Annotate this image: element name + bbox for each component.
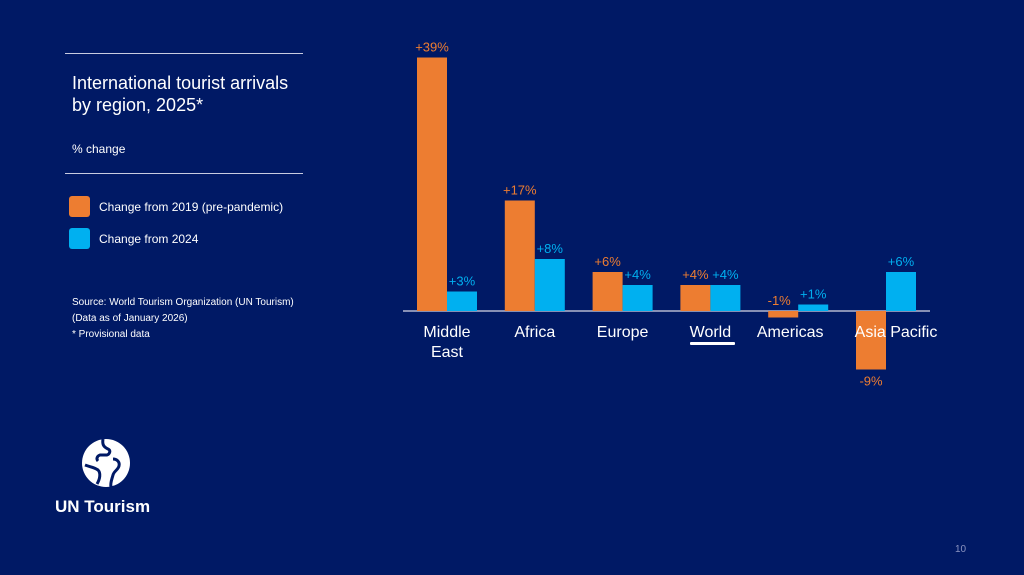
legend-label-2019: Change from 2019 (pre-pandemic) (99, 199, 284, 214)
data-label-europe-series-1: +6% (594, 254, 621, 269)
bar-asia-pacific-series-1 (856, 311, 886, 370)
data-label-asia-pacific-series-2: +6% (888, 254, 915, 269)
category-label-middle-east-line-1: Middle (423, 324, 470, 341)
bar-middle-east-series-2 (447, 291, 477, 311)
data-label-middle-east-series-2: +3% (449, 274, 476, 289)
bar-americas-series-1 (768, 311, 799, 318)
bar-europe-series-1 (592, 272, 623, 311)
chart-title: International tourist arrivals by region… (72, 72, 332, 116)
title-line-1: International tourist arrivals (72, 73, 289, 93)
title-line-2: by region, 2025* (72, 95, 204, 115)
category-label-europe: Europe (597, 324, 649, 341)
data-label-africa-series-2: +8% (537, 241, 564, 256)
data-label-americas-series-2: +1% (800, 287, 827, 302)
chart-subtitle: % change (72, 142, 126, 156)
category-label-world: World (690, 324, 732, 341)
category-label-africa: Africa (514, 324, 555, 341)
data-label-africa-series-1: +17% (503, 183, 537, 198)
legend-item-2019: Change from 2019 (pre-pandemic) (69, 196, 283, 217)
data-label-americas-series-1: -1% (768, 293, 792, 308)
data-label-world-series-1: +4% (682, 267, 709, 282)
source-line-1: Source: World Tourism Organization (UN T… (72, 297, 294, 308)
category-label-americas: Americas (757, 324, 824, 341)
data-label-europe-series-2: +4% (624, 267, 651, 282)
category-label-middle-east-line-2: East (431, 344, 464, 361)
legend-label-2024: Change from 2024 (99, 231, 199, 246)
bar-middle-east-series-1 (417, 57, 447, 311)
data-label-world-series-2: +4% (712, 267, 739, 282)
bar-africa-series-2 (534, 259, 565, 311)
data-label-middle-east-series-1: +39% (415, 40, 449, 55)
provisional-note: * Provisional data (72, 329, 150, 340)
legend-item-2024: Change from 2024 (69, 228, 198, 249)
source-note: Source: World Tourism Organization (UN T… (72, 295, 294, 343)
data-label-asia-pacific-series-1: -9% (859, 374, 883, 389)
brand-name: UN Tourism (55, 497, 151, 516)
source-line-2: (Data as of January 2026) (72, 313, 188, 324)
bar-asia-pacific-series-2 (886, 272, 916, 311)
category-label-asia-pacific: Asia Pacific (855, 324, 938, 341)
bar-europe-series-2 (622, 285, 653, 311)
legend-swatch-blue (69, 228, 90, 249)
bar-world-series-2 (710, 285, 741, 311)
world-highlight-underline (690, 342, 735, 345)
bar-americas-series-2 (798, 304, 829, 311)
middle-divider (65, 173, 303, 174)
un-tourism-globe-icon (80, 437, 132, 494)
bar-world-series-1 (680, 285, 711, 311)
legend-swatch-orange (69, 196, 90, 217)
page-number: 10 (955, 544, 967, 555)
top-divider (65, 53, 303, 54)
bar-africa-series-1 (504, 200, 535, 311)
